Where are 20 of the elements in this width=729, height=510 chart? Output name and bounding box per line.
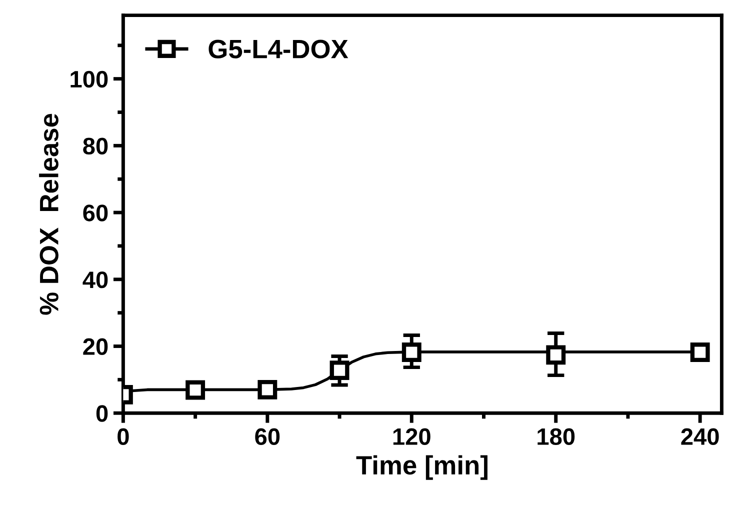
y-tick-label: 80	[83, 138, 108, 154]
x-axis-title: Time [min]	[356, 455, 488, 480]
y-tick-label: 100	[70, 70, 108, 88]
point	[546, 345, 566, 365]
y-tick-label: 40	[82, 271, 108, 288]
x-tick-label: 60	[255, 428, 280, 446]
x-tick-label: 180	[538, 428, 575, 446]
point	[402, 342, 422, 362]
y-tick-label: 60	[83, 204, 108, 222]
x-tick-label: 120	[393, 428, 430, 446]
x-tick-label: 0	[118, 428, 129, 446]
y-tick-label: 20	[83, 338, 108, 356]
point	[690, 342, 710, 362]
point	[186, 380, 206, 400]
y-axis-title: % DOX Release	[39, 114, 58, 315]
y-tick-label: 0	[96, 405, 108, 422]
point	[258, 380, 278, 400]
legend-label: G5-L4-DOX	[208, 40, 348, 58]
point	[330, 360, 350, 380]
x-tick-label: 240	[681, 428, 719, 446]
